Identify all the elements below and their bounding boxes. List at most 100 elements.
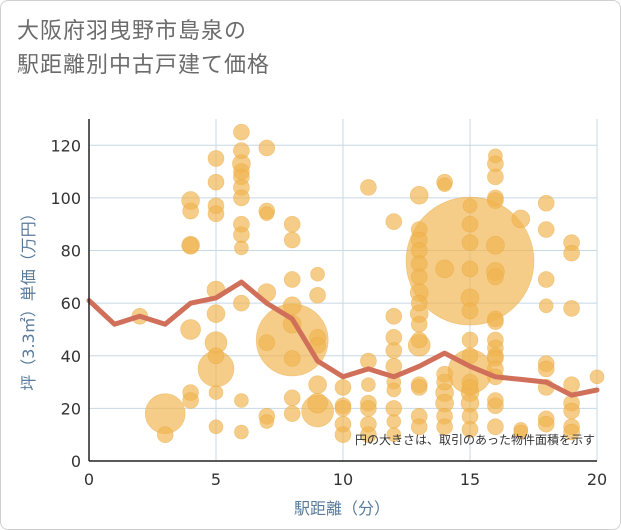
data-bubble — [386, 414, 402, 429]
y-tick-label: 80 — [61, 242, 81, 261]
data-bubble — [461, 234, 479, 251]
data-bubble — [487, 397, 504, 415]
data-bubble — [563, 244, 580, 262]
chart-title-line1: 大阪府羽曳野市島泉の — [17, 19, 248, 44]
data-bubble — [234, 424, 249, 440]
data-bubble — [258, 334, 276, 351]
data-bubble — [334, 426, 352, 443]
data-bubble — [486, 235, 505, 255]
data-bubble — [259, 206, 275, 222]
y-tick-label: 100 — [50, 189, 81, 208]
y-tick-label: 0 — [71, 452, 81, 471]
data-bubble — [537, 415, 555, 433]
data-bubble — [206, 304, 226, 323]
data-bubble — [234, 393, 249, 408]
data-bubble — [334, 379, 352, 396]
y-tick-label: 120 — [50, 136, 81, 155]
data-bubble — [436, 373, 453, 391]
data-bubble — [385, 342, 403, 359]
y-tick-label: 20 — [61, 399, 81, 418]
x-tick-label: 20 — [587, 470, 607, 489]
data-bubble — [487, 168, 504, 186]
data-bubble — [310, 266, 325, 282]
data-bubble — [258, 139, 276, 157]
data-bubble — [233, 123, 250, 141]
x-tick-label: 15 — [460, 470, 480, 489]
data-bubble — [156, 426, 174, 443]
data-bubble — [309, 286, 326, 304]
chart-title: 大阪府羽曳野市島泉の 駅距離別中古戸建て価格 — [17, 15, 270, 83]
data-bubble — [334, 400, 352, 417]
data-bubble — [233, 226, 250, 244]
data-bubble — [308, 375, 327, 395]
data-bubble — [437, 177, 452, 193]
bubble-size-note: 円の大きさは、取引のあった物件面積を示す — [355, 432, 595, 447]
average-line-layer — [86, 279, 600, 398]
data-bubble — [537, 194, 555, 212]
data-bubble — [207, 347, 225, 365]
data-bubble — [385, 308, 403, 325]
data-bubble — [589, 369, 605, 385]
data-bubble — [360, 400, 377, 417]
data-bubble — [409, 185, 429, 205]
data-bubble — [410, 418, 428, 436]
data-bubble — [488, 148, 503, 164]
data-bubble — [307, 392, 328, 414]
data-bubble — [436, 418, 453, 436]
data-bubble — [283, 231, 301, 249]
data-bubble — [208, 419, 224, 435]
data-bubble — [487, 418, 504, 436]
data-bubble — [182, 202, 199, 220]
data-bubble — [461, 260, 479, 278]
data-bubble — [410, 294, 428, 312]
data-bubble — [410, 315, 428, 333]
data-bubble — [233, 142, 250, 159]
data-bubble — [487, 268, 504, 286]
data-bubble — [234, 240, 249, 256]
data-bubble — [207, 173, 225, 191]
y-axis-label: 坪（3.3㎡）単価（万円） — [19, 205, 38, 390]
x-tick-label: 5 — [211, 470, 221, 489]
data-bubble — [487, 313, 504, 330]
data-bubble — [410, 268, 428, 286]
data-bubble — [537, 271, 555, 288]
data-bubble — [207, 150, 225, 167]
average-price-line — [86, 279, 600, 398]
y-tick-label: 40 — [61, 347, 81, 366]
data-bubble — [208, 385, 224, 400]
data-bubble — [182, 392, 199, 409]
data-bubble — [513, 424, 529, 440]
x-axis-label: 駅距離（分） — [294, 499, 390, 518]
x-tick-label: 10 — [333, 470, 353, 489]
data-bubble — [537, 221, 555, 238]
data-bubble — [259, 414, 275, 429]
data-bubble — [410, 331, 428, 349]
data-bubble — [361, 377, 376, 393]
data-bubble — [386, 382, 402, 398]
data-bubble — [462, 198, 478, 214]
data-bubble — [282, 296, 302, 316]
y-tick-label: 60 — [61, 294, 81, 313]
data-bubble — [360, 179, 377, 196]
data-bubble — [461, 421, 479, 438]
data-bubble — [207, 205, 225, 223]
x-tick-label: 0 — [84, 470, 94, 489]
data-bubble — [283, 271, 301, 288]
data-bubble — [538, 298, 554, 314]
data-bubble — [182, 236, 199, 254]
data-bubble — [180, 319, 201, 340]
data-bubble — [461, 215, 479, 233]
data-bubble — [461, 379, 479, 396]
data-bubble — [410, 379, 428, 396]
data-bubble — [461, 331, 479, 349]
data-bubble — [435, 259, 454, 279]
data-bubble — [283, 350, 301, 367]
data-bubble — [385, 213, 403, 230]
data-bubble — [283, 405, 301, 422]
data-bubble — [233, 189, 250, 207]
data-bubble — [563, 423, 580, 441]
data-bubble — [283, 389, 301, 407]
data-bubble — [537, 360, 555, 378]
